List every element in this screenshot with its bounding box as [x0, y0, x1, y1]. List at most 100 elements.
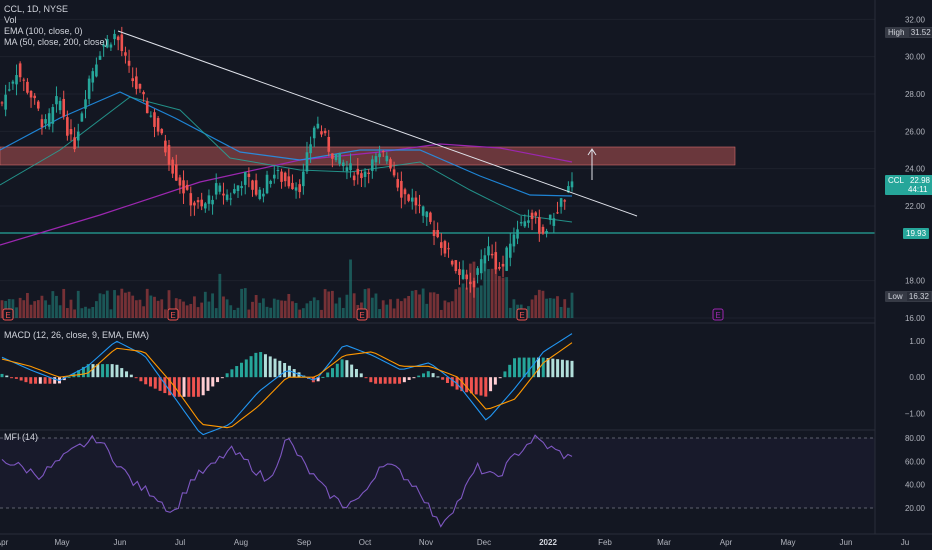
volume-bar [287, 293, 291, 318]
macd-bar [460, 377, 464, 392]
macd-legend[interactable]: MACD (12, 26, close, 9, EMA, EMA) [4, 330, 150, 340]
candle-body [516, 229, 519, 239]
volume-bar [370, 297, 374, 318]
volume-bar [40, 295, 44, 318]
last-value: 22.98 [909, 176, 930, 185]
candle-body [545, 231, 548, 234]
candle-body [338, 152, 341, 164]
candle-body [320, 131, 323, 135]
volume-bar [396, 298, 400, 318]
time-tick: Mar [657, 538, 671, 547]
candle-body [211, 199, 214, 205]
candle-body [305, 152, 309, 172]
symbol-title[interactable]: CCL, 1D, NYSE [4, 4, 69, 14]
volume-bar [178, 299, 182, 318]
candle-body [98, 55, 102, 60]
volume-bar [479, 285, 483, 318]
macd-bar [393, 377, 397, 384]
volume-bar [490, 268, 494, 318]
candle-body [0, 102, 4, 104]
macd-bar [129, 374, 133, 378]
candle-body [454, 260, 458, 272]
macd-bar [211, 377, 215, 387]
candle-body [410, 197, 414, 202]
volume-bar [338, 297, 342, 318]
price-axis[interactable]: 32.00 30.00 28.00 26.00 24.00 22.00 18.00 16.00 [905, 15, 926, 323]
candle-body [512, 234, 516, 247]
macd-bar [417, 375, 421, 378]
volume-bar [156, 300, 160, 318]
time-tick: Apr [0, 538, 9, 547]
volume-bar [189, 303, 193, 318]
volume-bar [11, 299, 15, 318]
volume-bar [225, 299, 229, 318]
candle-body [450, 260, 454, 265]
macd-bar [196, 377, 200, 397]
macd-bar [335, 363, 339, 378]
macd-bar [489, 377, 493, 392]
volume-bar [211, 293, 214, 318]
macd-axis[interactable]: 1.00 0.00 −1.00 [905, 337, 926, 419]
macd-bar [527, 357, 531, 378]
grid [0, 18, 875, 319]
macd-bar [158, 377, 162, 391]
volume-legend[interactable]: Vol [4, 15, 17, 25]
macd-bar [148, 377, 152, 387]
main-legend[interactable]: CCL, 1D, NYSE Vol EMA (100, close, 0) MA… [4, 4, 108, 48]
resistance-zone[interactable] [0, 146, 736, 166]
volume-bar [116, 295, 120, 318]
time-tick: Sep [297, 538, 312, 547]
volume-bar [98, 293, 102, 318]
macd-bar [48, 377, 52, 384]
candle-body [298, 184, 302, 193]
signal-line [1, 342, 573, 429]
macd-bar [216, 377, 220, 383]
macd-bar [445, 377, 449, 384]
ma-legend[interactable]: MA (50, close, 200, close) [4, 37, 108, 47]
candle-body [40, 119, 44, 128]
mfi-band-fill [0, 438, 875, 508]
macd-bar [110, 364, 114, 378]
macd-bar [273, 358, 277, 378]
candle-body [113, 33, 116, 40]
volume-bar [294, 302, 298, 318]
volume-bar [556, 296, 559, 318]
volume-bar [33, 301, 37, 318]
volume-bar [196, 307, 200, 318]
high-value: 31.52 [908, 28, 932, 37]
macd-bar [105, 364, 109, 378]
volume-bar [330, 290, 334, 318]
descending-trendline[interactable] [117, 30, 638, 217]
candle-body [109, 44, 113, 48]
macd-bar [407, 377, 411, 380]
candle-body [87, 78, 91, 99]
macd-bar [101, 364, 105, 378]
mfi-axis[interactable]: 80.00 60.00 40.00 20.00 [905, 434, 926, 513]
volume-bar [298, 309, 302, 318]
volume-bar [559, 306, 563, 318]
volume-bar [243, 288, 247, 318]
mfi-legend[interactable]: MFI (14) [4, 432, 39, 442]
time-axis[interactable]: Apr May Jun Jul Aug Sep Oct Nov Dec 2022 Feb Mar Apr… [0, 538, 909, 547]
volume-bar [341, 307, 345, 318]
candle-body [174, 164, 178, 181]
macd-bar [354, 369, 358, 378]
volume-bar [124, 292, 127, 318]
macd-bar [350, 364, 354, 378]
macd-bar [254, 352, 258, 378]
mfi-line [1, 434, 573, 528]
projection-arrow[interactable] [587, 148, 597, 180]
macd-bar [192, 377, 196, 397]
candle-body [472, 280, 476, 288]
macd-bar [513, 358, 517, 378]
volume-bar [0, 300, 4, 318]
macd-bar [532, 357, 536, 378]
volume-bar [193, 296, 196, 318]
ema-legend[interactable]: EMA (100, close, 0) [4, 26, 83, 36]
candle-body [243, 171, 247, 185]
candle-body [534, 212, 537, 216]
volume-bar [149, 295, 153, 318]
macd-bar [321, 376, 325, 378]
volume-bar [47, 304, 51, 318]
